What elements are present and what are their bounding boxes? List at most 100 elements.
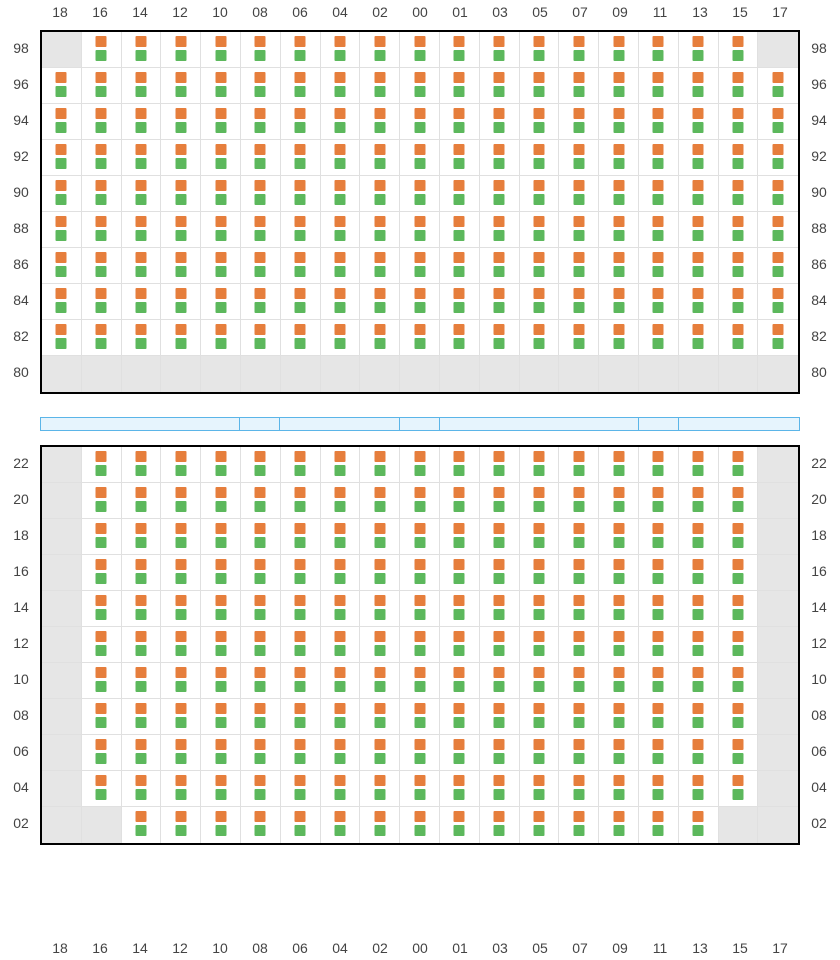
rack-cell[interactable] <box>201 735 241 771</box>
rack-cell[interactable] <box>241 447 281 483</box>
rack-cell[interactable] <box>758 212 798 248</box>
rack-cell[interactable] <box>360 248 400 284</box>
rack-cell[interactable] <box>520 699 560 735</box>
rack-cell[interactable] <box>400 735 440 771</box>
rack-cell[interactable] <box>281 248 321 284</box>
rack-cell[interactable] <box>321 699 361 735</box>
rack-cell[interactable] <box>480 591 520 627</box>
rack-cell[interactable] <box>440 591 480 627</box>
rack-cell[interactable] <box>599 284 639 320</box>
rack-cell[interactable] <box>360 284 400 320</box>
rack-cell[interactable] <box>559 735 599 771</box>
rack-cell[interactable] <box>679 32 719 68</box>
rack-cell[interactable] <box>360 519 400 555</box>
rack-cell[interactable] <box>400 555 440 591</box>
rack-cell[interactable] <box>321 555 361 591</box>
rack-cell[interactable] <box>201 483 241 519</box>
rack-cell[interactable] <box>321 663 361 699</box>
rack-cell[interactable] <box>400 68 440 104</box>
rack-cell[interactable] <box>161 591 201 627</box>
rack-cell[interactable] <box>360 32 400 68</box>
rack-cell[interactable] <box>719 771 759 807</box>
rack-cell[interactable] <box>281 483 321 519</box>
rack-cell[interactable] <box>82 483 122 519</box>
rack-cell[interactable] <box>241 807 281 843</box>
rack-cell[interactable] <box>599 807 639 843</box>
rack-cell[interactable] <box>639 212 679 248</box>
rack-cell[interactable] <box>400 519 440 555</box>
rack-cell[interactable] <box>241 591 281 627</box>
rack-cell[interactable] <box>599 68 639 104</box>
rack-cell[interactable] <box>440 555 480 591</box>
rack-cell[interactable] <box>122 735 162 771</box>
rack-cell[interactable] <box>360 627 400 663</box>
rack-cell[interactable] <box>679 735 719 771</box>
rack-cell[interactable] <box>440 104 480 140</box>
rack-cell[interactable] <box>241 699 281 735</box>
rack-cell[interactable] <box>241 248 281 284</box>
rack-cell[interactable] <box>360 735 400 771</box>
rack-cell[interactable] <box>639 140 679 176</box>
rack-cell[interactable] <box>122 32 162 68</box>
rack-cell[interactable] <box>639 519 679 555</box>
rack-cell[interactable] <box>520 447 560 483</box>
rack-cell[interactable] <box>559 519 599 555</box>
rack-cell[interactable] <box>82 104 122 140</box>
rack-cell[interactable] <box>201 519 241 555</box>
rack-cell[interactable] <box>201 32 241 68</box>
rack-cell[interactable] <box>599 176 639 212</box>
rack-cell[interactable] <box>440 807 480 843</box>
rack-cell[interactable] <box>520 591 560 627</box>
rack-cell[interactable] <box>360 591 400 627</box>
rack-cell[interactable] <box>321 248 361 284</box>
rack-cell[interactable] <box>559 627 599 663</box>
rack-cell[interactable] <box>679 447 719 483</box>
rack-cell[interactable] <box>400 212 440 248</box>
rack-cell[interactable] <box>82 555 122 591</box>
rack-cell[interactable] <box>400 663 440 699</box>
rack-cell[interactable] <box>241 140 281 176</box>
rack-cell[interactable] <box>639 735 679 771</box>
rack-cell[interactable] <box>321 447 361 483</box>
rack-cell[interactable] <box>400 32 440 68</box>
rack-cell[interactable] <box>161 447 201 483</box>
rack-cell[interactable] <box>122 320 162 356</box>
rack-cell[interactable] <box>82 68 122 104</box>
rack-cell[interactable] <box>201 284 241 320</box>
rack-cell[interactable] <box>559 483 599 519</box>
rack-cell[interactable] <box>440 140 480 176</box>
rack-cell[interactable] <box>599 248 639 284</box>
rack-cell[interactable] <box>599 555 639 591</box>
rack-cell[interactable] <box>480 627 520 663</box>
rack-cell[interactable] <box>360 483 400 519</box>
rack-cell[interactable] <box>639 68 679 104</box>
rack-cell[interactable] <box>281 555 321 591</box>
rack-cell[interactable] <box>559 68 599 104</box>
rack-cell[interactable] <box>520 212 560 248</box>
rack-cell[interactable] <box>281 140 321 176</box>
rack-cell[interactable] <box>719 519 759 555</box>
rack-cell[interactable] <box>719 555 759 591</box>
rack-cell[interactable] <box>559 176 599 212</box>
rack-cell[interactable] <box>161 68 201 104</box>
rack-cell[interactable] <box>82 519 122 555</box>
rack-cell[interactable] <box>480 140 520 176</box>
rack-cell[interactable] <box>480 807 520 843</box>
rack-cell[interactable] <box>281 32 321 68</box>
rack-cell[interactable] <box>42 284 82 320</box>
rack-cell[interactable] <box>400 284 440 320</box>
rack-cell[interactable] <box>440 68 480 104</box>
rack-cell[interactable] <box>480 699 520 735</box>
rack-cell[interactable] <box>559 699 599 735</box>
rack-cell[interactable] <box>321 591 361 627</box>
rack-cell[interactable] <box>161 176 201 212</box>
rack-cell[interactable] <box>42 104 82 140</box>
rack-cell[interactable] <box>400 176 440 212</box>
rack-cell[interactable] <box>639 284 679 320</box>
rack-cell[interactable] <box>599 447 639 483</box>
rack-cell[interactable] <box>559 140 599 176</box>
rack-cell[interactable] <box>201 248 241 284</box>
rack-cell[interactable] <box>559 284 599 320</box>
rack-cell[interactable] <box>42 176 82 212</box>
rack-cell[interactable] <box>360 68 400 104</box>
